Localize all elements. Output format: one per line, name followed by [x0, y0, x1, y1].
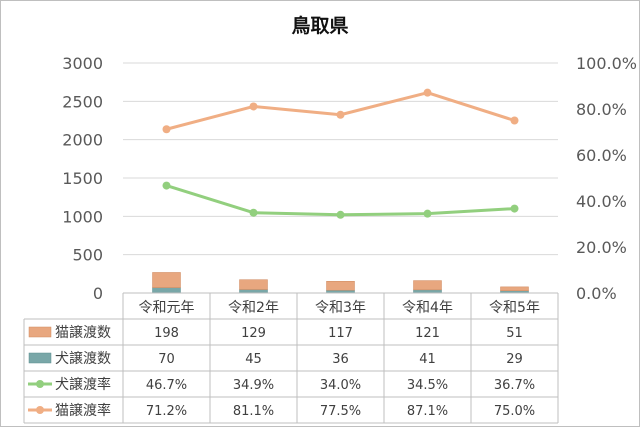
y-right-tick-label: 60.0% [576, 146, 627, 165]
chart-title: 鳥取県 [291, 14, 348, 37]
y-left-tick-label: 0 [93, 284, 103, 303]
data-cell: 51 [506, 326, 523, 341]
data-cell: 87.1% [407, 404, 448, 419]
y-left-tick-label: 1500 [62, 169, 103, 188]
category-label: 令和3年 [315, 300, 366, 316]
cat-count-bar [500, 286, 529, 292]
legend-marker [36, 380, 44, 388]
data-cell: 75.0% [494, 404, 535, 419]
dog-rate-point [423, 209, 432, 218]
y-right-tick-label: 0.0% [576, 284, 617, 303]
dog-count-bar [239, 289, 268, 294]
legend-swatch [28, 352, 52, 364]
y-left-tick-label: 1000 [62, 207, 103, 226]
category-label: 令和4年 [402, 300, 453, 316]
series-name: 猫譲渡率 [55, 402, 111, 419]
y-right-tick-label: 40.0% [576, 192, 627, 211]
cat-rate-point [510, 116, 519, 125]
data-cell: 34.9% [233, 378, 274, 393]
y-right-tick-label: 20.0% [576, 238, 627, 257]
dog-count-bar [152, 287, 181, 294]
data-cell: 117 [328, 326, 353, 341]
data-cell: 36 [332, 352, 349, 367]
cat-rate-point [249, 102, 258, 111]
y-left-tick-label: 3000 [62, 54, 103, 73]
cat-count-bar [152, 272, 181, 288]
y-left-tick-label: 2500 [62, 92, 103, 111]
cat-rate-point [162, 125, 171, 134]
data-cell: 34.0% [320, 378, 361, 393]
cat-count-bar [239, 279, 268, 290]
category-label: 令和2年 [228, 300, 279, 316]
dog-rate-point [162, 181, 171, 190]
data-cell: 121 [415, 326, 440, 341]
data-cell: 46.7% [146, 378, 187, 393]
data-cell: 70 [158, 352, 175, 367]
data-cell: 198 [154, 326, 179, 341]
data-cell: 45 [245, 352, 262, 367]
series-name: 猫譲渡数 [55, 325, 111, 341]
dog-rate-point [336, 210, 345, 219]
cat-rate-point [336, 110, 345, 119]
y-right-tick-label: 80.0% [576, 100, 627, 119]
data-cell: 129 [241, 326, 266, 341]
data-cell: 36.7% [494, 378, 535, 393]
data-cell: 34.5% [407, 378, 448, 393]
data-cell: 81.1% [233, 404, 274, 419]
data-cell: 71.2% [146, 404, 187, 419]
cat-rate-point [423, 88, 432, 97]
cat-count-bar [413, 280, 442, 291]
dog-rate-point [249, 208, 258, 217]
data-cell: 77.5% [320, 404, 361, 419]
legend-marker [36, 406, 44, 414]
data-cell: 41 [419, 352, 436, 367]
dog-rate-point [510, 204, 519, 213]
y-right-tick-label: 100.0% [576, 54, 637, 73]
cat-count-bar [326, 281, 355, 291]
series-name: 犬譲渡率 [55, 376, 111, 393]
series-name: 犬譲渡数 [55, 351, 111, 367]
data-cell: 29 [506, 352, 523, 367]
legend-swatch [28, 326, 52, 338]
dog-rate-line [166, 184, 515, 217]
category-label: 令和5年 [489, 300, 540, 316]
category-label: 令和元年 [139, 300, 195, 316]
y-left-tick-label: 2000 [62, 131, 103, 150]
y-left-tick-label: 500 [72, 246, 103, 265]
